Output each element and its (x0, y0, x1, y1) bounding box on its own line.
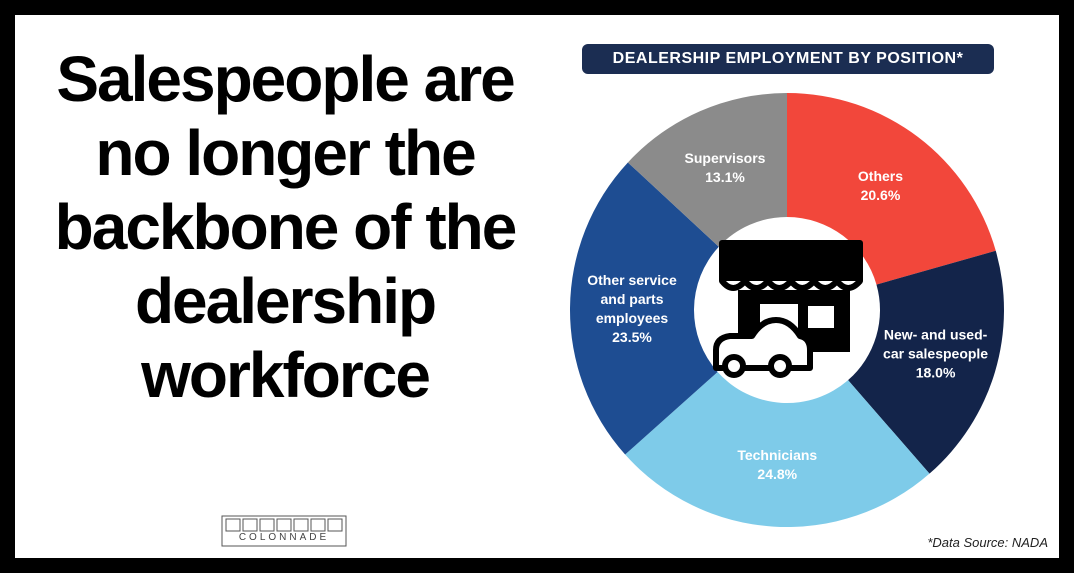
store-icon (713, 240, 863, 378)
headline: Salespeople are no longer the backbone o… (54, 43, 518, 411)
slice-label: Others 20.6% (825, 167, 935, 205)
slice-value: 20.6% (860, 187, 901, 204)
slice-name: Technicians (737, 446, 818, 463)
slice (848, 250, 1004, 474)
slice (570, 162, 719, 455)
slice-name: Other service and parts employees (587, 271, 677, 326)
slice-label: New- and used-car salespeople 18.0% (881, 326, 991, 383)
slice-name: Supervisors (684, 149, 766, 166)
logo-text: COLONNADE (238, 532, 330, 543)
slice-name: Others (857, 168, 904, 185)
slice-value: 18.0% (915, 364, 956, 381)
source-note: *Data Source: NADA (927, 535, 1048, 550)
slice-label: Other service and parts employees 23.5% (577, 271, 687, 347)
slice-value: 13.1% (705, 168, 745, 185)
slice-value: 24.8% (757, 465, 798, 482)
logo-icon (221, 515, 347, 547)
slice (787, 93, 996, 285)
chart-title: DEALERSHIP EMPLOYMENT BY POSITION* (582, 44, 994, 74)
slice-name: New- and used-car salespeople (883, 326, 989, 362)
slice-label: Supervisors 13.1% (670, 149, 780, 187)
slice (625, 371, 930, 527)
slice (627, 93, 787, 247)
slice-value: 23.5% (612, 328, 652, 345)
slice-label: Technicians 24.8% (722, 446, 832, 484)
